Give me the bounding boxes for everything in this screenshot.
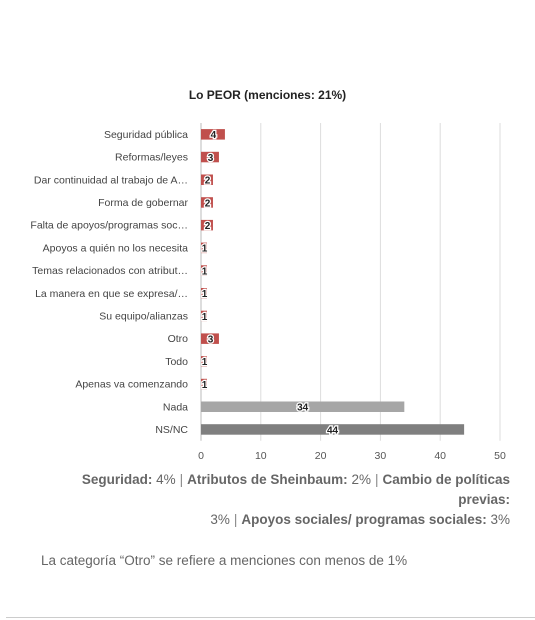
x-tick-label: 0 xyxy=(198,450,204,462)
category-label: Apoyos a quién no los necesita xyxy=(43,242,189,254)
data-label: 1 xyxy=(202,357,208,368)
summary-separator: | xyxy=(233,512,238,527)
category-label: La manera en que se expresa/… xyxy=(35,288,188,300)
category-label: Forma de gobernar xyxy=(98,197,188,209)
footnote: La categoría “Otro” se refiere a mencion… xyxy=(41,553,408,568)
category-label: Reformas/leyes xyxy=(115,152,188,164)
bar xyxy=(201,288,207,299)
x-tick-label: 20 xyxy=(315,450,327,462)
bar xyxy=(201,265,207,276)
data-label: 1 xyxy=(202,380,208,391)
bar xyxy=(201,378,207,390)
category-label: Falta de apoyos/programas soc… xyxy=(30,220,188,232)
data-label: 2 xyxy=(205,198,211,209)
data-label: 1 xyxy=(202,266,208,277)
x-tick-label: 30 xyxy=(375,450,387,462)
bar xyxy=(201,219,213,231)
data-label: 2 xyxy=(205,221,211,232)
category-label: Nada xyxy=(163,401,188,413)
summary-item-seguridad: Seguridad: 4% xyxy=(81,472,176,487)
data-label: 34 xyxy=(297,403,309,414)
data-label: 2 xyxy=(205,176,211,187)
summary-item-atributos: Atributos de Sheinbaum: 2% xyxy=(187,472,371,487)
x-tick-label: 40 xyxy=(434,450,446,462)
data-label: 1 xyxy=(202,312,208,323)
category-label: Dar continuidad al trabajo de A… xyxy=(34,174,188,186)
x-tick-label: 50 xyxy=(494,450,506,462)
category-label: Otro xyxy=(168,333,189,345)
data-label: 44 xyxy=(327,425,339,436)
category-summary: Seguridad: 4% | Atributos de Sheinbaum: 2%… xyxy=(36,470,510,530)
data-label: 1 xyxy=(202,244,208,255)
data-label: 3 xyxy=(208,334,214,345)
summary-item-apoyos: Apoyos sociales/ programas sociales: 3% xyxy=(241,512,510,527)
bar xyxy=(201,401,405,412)
summary-separator: | xyxy=(374,472,379,487)
chart-title: Lo PEOR (menciones: 21%) xyxy=(188,88,347,102)
category-label: Todo xyxy=(165,356,188,368)
bar-chart: 0 10 20 30 40 50 Seguridad pública 4 Reformas/le… xyxy=(30,123,506,462)
bar xyxy=(201,424,465,435)
bar xyxy=(201,356,207,367)
divider xyxy=(6,617,535,618)
data-label: 4 xyxy=(211,130,217,141)
bar xyxy=(201,174,213,185)
bar xyxy=(201,197,213,208)
category-label: NS/NC xyxy=(155,424,188,436)
category-label: Temas relacionados con atribut… xyxy=(32,265,188,277)
bar xyxy=(201,242,207,254)
data-label: 3 xyxy=(208,153,214,164)
category-label: Seguridad pública xyxy=(104,129,188,141)
bar xyxy=(201,151,219,163)
category-label: Apenas va comenzando xyxy=(75,379,188,391)
summary-item-cambio: Cambio de políticas previas: 3% xyxy=(210,472,510,527)
data-label: 1 xyxy=(202,289,208,300)
bar xyxy=(201,310,207,322)
bar xyxy=(201,129,225,140)
bar xyxy=(201,333,219,344)
x-tick-label: 10 xyxy=(255,450,267,462)
summary-separator: | xyxy=(179,472,184,487)
category-label: Su equipo/alianzas xyxy=(99,310,188,322)
